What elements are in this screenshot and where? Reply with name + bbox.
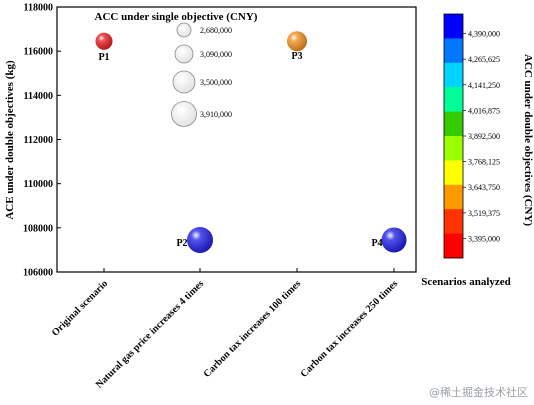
bubble-shading: [287, 31, 307, 52]
colorbar-segment: [444, 233, 463, 259]
size-legend-circle: [174, 44, 194, 64]
y-tick-label: 112000: [24, 135, 53, 146]
x-category-label: Carbon tax increases 100 times: [202, 278, 304, 380]
x-category-label: Carbon tax increases 250 times: [299, 278, 401, 380]
colorbar-segment: [444, 209, 463, 234]
bubble-shading: [187, 226, 213, 253]
point-label: P1: [98, 52, 109, 63]
size-legend-label: 3,090,000: [200, 50, 232, 59]
colorbar-segment: [444, 160, 463, 186]
colorbar-tick-label: 4,390,000: [468, 30, 500, 39]
colorbar: 4,390,000 4,265,625 4,141,250 4,016,875 3,89…: [443, 13, 500, 259]
colorbar-tick-label: 3,892,500: [468, 132, 500, 141]
point-label: P4: [371, 238, 382, 249]
y-tick-label: 106000: [23, 268, 53, 279]
colorbar-segment: [444, 38, 463, 64]
colorbar-tick-label: 4,265,625: [468, 55, 500, 64]
y-tick-label: 114000: [24, 91, 53, 102]
colorbar-segment: [444, 87, 463, 112]
colorbar-segment: [444, 184, 463, 210]
size-legend: ACC under single objective (CNY) 2,680,0…: [95, 11, 258, 127]
colorbar-tick-label: 3,395,000: [468, 234, 500, 243]
size-legend-circle: [176, 22, 192, 38]
colorbar-segment: [444, 14, 463, 39]
colorbar-title: ACC under double objectives (CNY): [522, 54, 534, 226]
y-tick-label: 116000: [24, 47, 53, 58]
watermark-text: @稀土掘金技术社区: [429, 385, 528, 399]
size-legend-label: 3,500,000: [200, 78, 232, 87]
size-legend-circle: [171, 101, 197, 127]
bubble-shading: [381, 227, 407, 253]
colorbar-tick-label: 3,519,375: [468, 209, 500, 218]
colorbar-segment: [444, 136, 463, 161]
x-category-label: Natural gas price increases 4 times: [94, 278, 206, 390]
data-points: P1 P2 P3 P4: [95, 31, 407, 253]
y-tick-label: 110000: [24, 179, 53, 190]
x-axis-title: Scenarios analyzed: [421, 276, 511, 288]
size-legend-label: 3,910,000: [200, 110, 232, 119]
y-axis-title: ACE under double objectives (kg): [4, 60, 16, 220]
point-label: P2: [176, 238, 187, 249]
y-tick-label: 108000: [23, 223, 53, 234]
size-legend-label: 2,680,000: [200, 26, 232, 35]
size-legend-circle: [172, 70, 196, 94]
bubble-shading: [95, 32, 113, 50]
y-axis: 106000 108000 110000 112000 114000 116000 1180…: [23, 3, 61, 279]
colorbar-tick-label: 4,016,875: [468, 106, 500, 115]
colorbar-tick-label: 3,643,750: [468, 183, 500, 192]
colorbar-tick-label: 3,768,125: [468, 158, 500, 167]
x-category-label: Original scenario: [50, 278, 110, 338]
colorbar-segment: [444, 111, 463, 137]
plot-area: [56, 6, 417, 273]
point-label: P3: [291, 51, 302, 62]
size-legend-title: ACC under single objective (CNY): [95, 11, 258, 23]
colorbar-segment: [444, 62, 463, 88]
y-tick-label: 118000: [24, 3, 53, 14]
colorbar-tick-label: 4,141,250: [468, 81, 500, 90]
